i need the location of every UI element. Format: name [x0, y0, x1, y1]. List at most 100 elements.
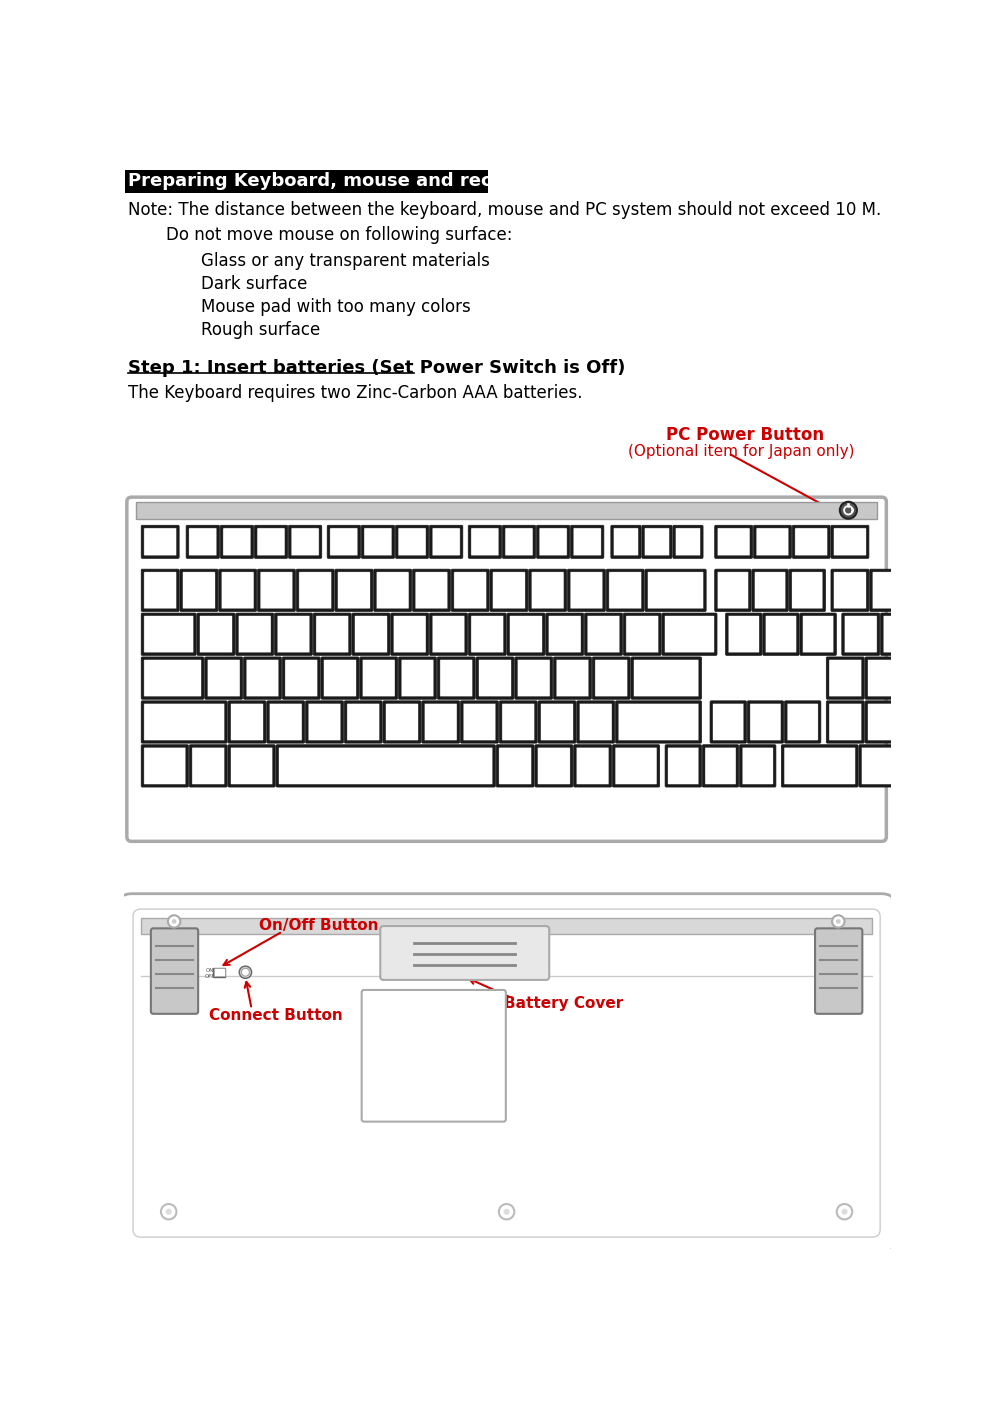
FancyBboxPatch shape — [803, 616, 834, 652]
FancyBboxPatch shape — [795, 528, 828, 556]
FancyBboxPatch shape — [947, 570, 985, 612]
FancyBboxPatch shape — [545, 613, 584, 655]
FancyBboxPatch shape — [584, 613, 623, 655]
FancyBboxPatch shape — [616, 702, 702, 744]
FancyBboxPatch shape — [182, 572, 215, 609]
FancyBboxPatch shape — [868, 703, 900, 741]
FancyBboxPatch shape — [299, 572, 332, 609]
FancyBboxPatch shape — [614, 528, 639, 556]
FancyBboxPatch shape — [376, 572, 409, 609]
Text: Rough surface: Rough surface — [201, 321, 321, 338]
FancyBboxPatch shape — [705, 748, 736, 784]
FancyBboxPatch shape — [231, 748, 272, 784]
Circle shape — [172, 919, 176, 923]
FancyBboxPatch shape — [144, 703, 225, 741]
FancyBboxPatch shape — [567, 570, 606, 612]
Text: Glass or any transparent materials: Glass or any transparent materials — [201, 251, 490, 269]
FancyBboxPatch shape — [228, 702, 266, 744]
FancyBboxPatch shape — [518, 659, 550, 696]
FancyBboxPatch shape — [142, 570, 179, 612]
FancyBboxPatch shape — [624, 613, 661, 655]
FancyBboxPatch shape — [664, 616, 715, 652]
FancyBboxPatch shape — [118, 894, 896, 1253]
FancyBboxPatch shape — [471, 528, 499, 556]
FancyBboxPatch shape — [789, 570, 826, 612]
FancyBboxPatch shape — [142, 613, 196, 655]
FancyBboxPatch shape — [257, 528, 285, 556]
FancyBboxPatch shape — [257, 570, 295, 612]
FancyBboxPatch shape — [868, 659, 900, 696]
FancyBboxPatch shape — [742, 748, 773, 784]
FancyBboxPatch shape — [296, 570, 335, 612]
FancyBboxPatch shape — [909, 570, 946, 612]
FancyBboxPatch shape — [288, 525, 322, 558]
FancyBboxPatch shape — [499, 702, 538, 744]
FancyBboxPatch shape — [205, 657, 243, 699]
FancyBboxPatch shape — [324, 659, 356, 696]
FancyBboxPatch shape — [537, 525, 570, 558]
FancyBboxPatch shape — [308, 703, 341, 741]
Text: Step 1: Insert batteries (Set Power Switch is Off): Step 1: Insert batteries (Set Power Swit… — [128, 359, 625, 377]
FancyBboxPatch shape — [784, 748, 855, 784]
FancyBboxPatch shape — [244, 657, 281, 699]
FancyBboxPatch shape — [189, 528, 217, 556]
FancyBboxPatch shape — [673, 525, 703, 558]
FancyBboxPatch shape — [186, 525, 220, 558]
FancyBboxPatch shape — [471, 616, 504, 652]
FancyBboxPatch shape — [702, 745, 739, 787]
FancyBboxPatch shape — [247, 659, 279, 696]
FancyBboxPatch shape — [180, 570, 218, 612]
FancyBboxPatch shape — [577, 702, 615, 744]
FancyBboxPatch shape — [236, 613, 273, 655]
FancyBboxPatch shape — [609, 572, 642, 609]
Text: Battery Cover: Battery Cover — [504, 996, 623, 1012]
FancyBboxPatch shape — [321, 657, 359, 699]
Circle shape — [168, 915, 180, 927]
FancyBboxPatch shape — [219, 570, 256, 612]
FancyBboxPatch shape — [538, 702, 576, 744]
FancyBboxPatch shape — [254, 525, 288, 558]
FancyBboxPatch shape — [642, 525, 672, 558]
FancyBboxPatch shape — [880, 613, 919, 655]
FancyBboxPatch shape — [361, 991, 506, 1121]
FancyBboxPatch shape — [335, 570, 373, 612]
FancyBboxPatch shape — [535, 745, 573, 787]
FancyBboxPatch shape — [451, 570, 489, 612]
FancyBboxPatch shape — [150, 929, 198, 1014]
FancyBboxPatch shape — [538, 748, 570, 784]
FancyBboxPatch shape — [306, 702, 344, 744]
FancyBboxPatch shape — [313, 613, 351, 655]
FancyBboxPatch shape — [844, 616, 877, 652]
FancyBboxPatch shape — [430, 525, 462, 558]
FancyBboxPatch shape — [644, 528, 669, 556]
FancyBboxPatch shape — [460, 702, 498, 744]
FancyBboxPatch shape — [587, 616, 620, 652]
FancyBboxPatch shape — [861, 748, 894, 784]
FancyBboxPatch shape — [883, 616, 916, 652]
FancyBboxPatch shape — [197, 613, 235, 655]
FancyBboxPatch shape — [142, 657, 204, 699]
Text: Mouse pad with too many colors: Mouse pad with too many colors — [201, 297, 471, 316]
Circle shape — [837, 1204, 852, 1219]
Circle shape — [161, 1204, 176, 1219]
FancyBboxPatch shape — [615, 748, 657, 784]
FancyBboxPatch shape — [532, 572, 564, 609]
FancyBboxPatch shape — [144, 528, 176, 556]
FancyBboxPatch shape — [613, 745, 659, 787]
FancyBboxPatch shape — [433, 616, 464, 652]
FancyBboxPatch shape — [576, 748, 609, 784]
FancyBboxPatch shape — [413, 570, 450, 612]
FancyBboxPatch shape — [433, 528, 460, 556]
FancyBboxPatch shape — [468, 613, 506, 655]
FancyBboxPatch shape — [383, 702, 421, 744]
FancyBboxPatch shape — [438, 657, 475, 699]
FancyBboxPatch shape — [453, 572, 486, 609]
FancyBboxPatch shape — [662, 613, 717, 655]
FancyBboxPatch shape — [829, 703, 861, 741]
FancyBboxPatch shape — [815, 929, 862, 1014]
FancyBboxPatch shape — [904, 702, 941, 744]
FancyBboxPatch shape — [942, 657, 980, 699]
Text: Do not move mouse on following surface:: Do not move mouse on following surface: — [166, 226, 513, 244]
FancyBboxPatch shape — [422, 702, 459, 744]
FancyBboxPatch shape — [570, 525, 604, 558]
